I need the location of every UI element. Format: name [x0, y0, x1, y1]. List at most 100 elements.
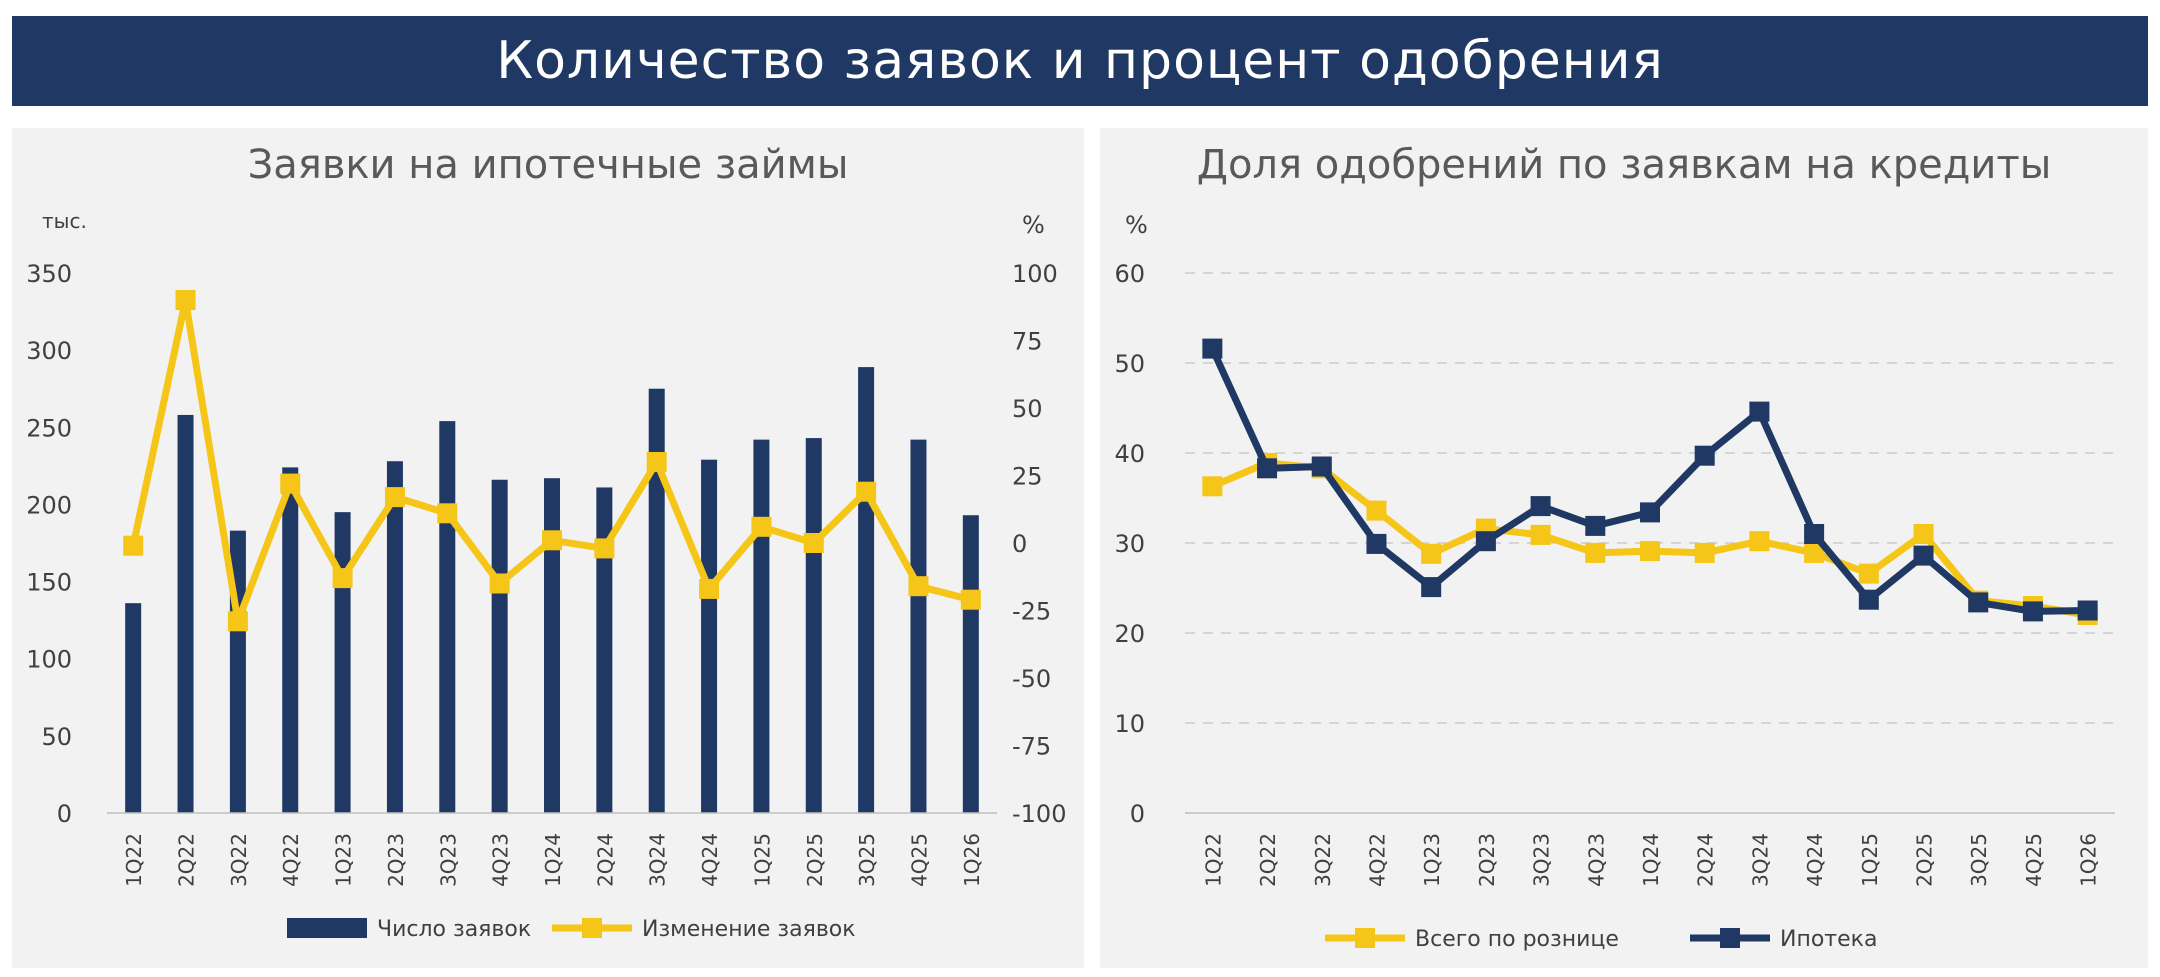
y-left-tick-label: 150	[26, 569, 72, 597]
x-tick-label: 1Q25	[750, 833, 774, 887]
bar	[334, 512, 351, 813]
change-series-point	[594, 538, 615, 559]
y-left-tick-label: 350	[26, 260, 72, 288]
change-series-point	[227, 611, 248, 632]
mortgage-series-point	[1968, 592, 1989, 613]
bar	[701, 459, 718, 813]
x-tick-label: 1Q23	[1420, 833, 1444, 887]
bar	[753, 439, 770, 813]
change-series-point	[175, 290, 196, 310]
y-tick-label: 0	[1130, 800, 1145, 828]
retail-series-point	[1858, 563, 1879, 584]
mortgage-series-point	[1585, 515, 1606, 536]
change-series-point	[280, 473, 301, 494]
bar	[596, 487, 613, 813]
approval-share-chart: Доля одобрений по заявкам на кредиты% 60 5…	[1114, 142, 2115, 952]
legend-mortgage-marker	[1720, 928, 1740, 948]
retail-series-point	[1913, 524, 1934, 544]
x-tick-label: 1Q23	[332, 833, 356, 887]
x-tick-label: 1Q25	[1858, 833, 1882, 887]
change-series-point	[803, 533, 824, 553]
mortgage-series-point	[2077, 600, 2098, 621]
retail-series-point	[1366, 500, 1387, 521]
change-series-point	[542, 530, 562, 551]
change-series-point	[751, 516, 772, 537]
mortgage-series-point	[1804, 524, 1825, 544]
x-tick-label: 2Q23	[384, 833, 408, 887]
y-right-tick-label: 0	[1012, 530, 1027, 558]
y-right-tick-label: 25	[1012, 463, 1043, 491]
x-tick-label: 1Q22	[1201, 833, 1225, 887]
banner: Количество заявок и процент одобрения	[12, 16, 2148, 106]
y-left-tick-label: 0	[57, 800, 72, 828]
mortgage-series-point	[1858, 589, 1879, 610]
x-tick-label: 4Q23	[1584, 833, 1608, 887]
mortgage-series-point	[1421, 577, 1442, 598]
y-left-tick-label: 50	[41, 723, 72, 751]
y-left-tick-label: 100	[26, 646, 72, 674]
mortgage-series-point	[2022, 601, 2043, 622]
x-tick-label: 3Q25	[855, 833, 879, 887]
y-tick-label: 50	[1114, 350, 1145, 378]
y-right-tick-label: 50	[1012, 395, 1043, 423]
x-tick-label: 4Q25	[2022, 833, 2046, 887]
y-left-unit: тыс.	[42, 209, 87, 233]
y-unit: %	[1125, 211, 1148, 239]
bar	[282, 467, 299, 813]
y-tick-label: 60	[1114, 260, 1145, 288]
retail-series-point	[1585, 542, 1606, 563]
bar	[491, 479, 508, 813]
x-tick-label: 4Q23	[489, 833, 513, 887]
change-series-point	[332, 568, 353, 589]
bar	[858, 367, 875, 813]
bar	[962, 515, 979, 813]
y-left-tick-label: 300	[26, 337, 72, 365]
x-tick-label: 2Q24	[1694, 833, 1718, 887]
change-series-point	[646, 452, 667, 472]
mortgage-series-point	[1257, 458, 1278, 479]
y-right-tick-label: 75	[1012, 328, 1043, 356]
mortgage-series-point	[1202, 338, 1223, 359]
x-tick-label: 3Q22	[1311, 833, 1335, 887]
x-tick-label: 2Q25	[803, 833, 827, 887]
legend-line-marker	[582, 918, 602, 938]
x-tick-label: 3Q25	[1967, 833, 1991, 887]
bar	[125, 603, 142, 813]
x-tick-label: 1Q24	[541, 833, 565, 887]
x-tick-label: 4Q24	[698, 833, 722, 887]
y-tick-label: 40	[1114, 440, 1145, 468]
bar	[805, 438, 822, 813]
x-tick-label: 2Q22	[1256, 833, 1280, 887]
y-tick-label: 20	[1114, 620, 1145, 648]
y-left-tick-label: 250	[26, 414, 72, 442]
x-tick-label: 3Q23	[1530, 833, 1554, 887]
bar	[648, 388, 665, 813]
change-series-point	[384, 487, 405, 508]
legend-retail-label: Всего по рознице	[1415, 927, 1619, 952]
mortgage-series-point	[1475, 531, 1496, 552]
bar	[910, 439, 927, 813]
y-tick-label: 30	[1114, 530, 1145, 558]
change-series-point	[699, 578, 720, 599]
chart-title: Заявки на ипотечные займы	[248, 142, 849, 188]
x-tick-label: 4Q22	[279, 833, 303, 887]
change-series-point	[908, 576, 929, 597]
retail-series-line	[1210, 459, 2089, 619]
mortgage-series-point	[1749, 401, 1770, 422]
y-right-tick-label: -100	[1012, 800, 1066, 828]
x-tick-label: 4Q22	[1365, 833, 1389, 887]
retail-series-point	[1694, 542, 1715, 563]
approval-share-panel: Доля одобрений по заявкам на кредиты% 60 5…	[1100, 128, 2148, 968]
x-tick-label: 3Q24	[646, 833, 670, 887]
x-tick-label: 4Q24	[1803, 833, 1827, 887]
banner-title: Количество заявок и процент одобрения	[496, 31, 1664, 91]
legend-line-label: Изменение заявок	[642, 917, 856, 942]
mortgage-series-point	[1694, 445, 1715, 466]
y-tick-label: 10	[1114, 710, 1145, 738]
y-right-tick-label: -75	[1012, 733, 1051, 761]
change-series-point	[489, 573, 510, 594]
x-tick-label: 3Q24	[1748, 833, 1772, 887]
x-tick-label: 3Q22	[227, 833, 251, 887]
x-tick-label: 3Q23	[436, 833, 460, 887]
